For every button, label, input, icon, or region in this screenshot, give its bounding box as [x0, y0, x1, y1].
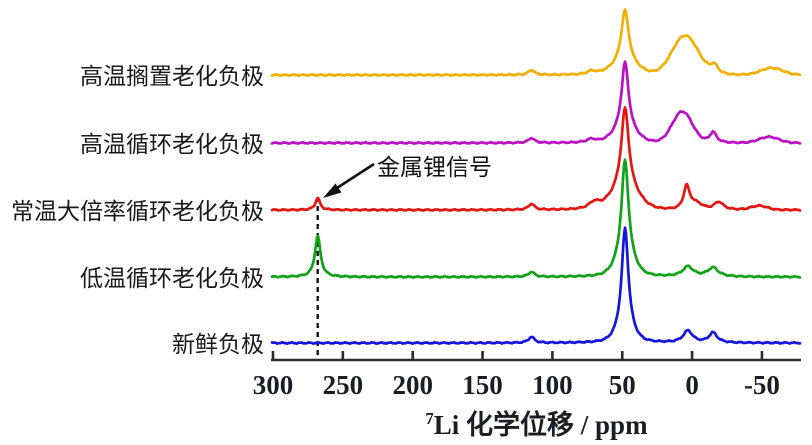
curve-label-0: 高温搁置老化负极: [80, 64, 264, 89]
curve-label-2: 常温大倍率循环老化负极: [11, 199, 264, 224]
spectrum-curve-2: [270, 106, 802, 212]
x-tick-label-300: 300: [252, 370, 294, 400]
curve-label-3: 低温循环老化负极: [80, 266, 264, 291]
curve-label-4: 新鲜负极: [172, 332, 264, 357]
x-tick-label-50: 50: [608, 370, 636, 400]
x-axis-title-text: Li 化学位移 / ppm: [433, 410, 648, 440]
spectra-curves: [270, 8, 802, 346]
x-tick-label-100: 100: [532, 370, 573, 400]
x-axis: [271, 351, 801, 362]
x-tick-label-200: 200: [392, 370, 433, 400]
curve-label-1: 高温循环老化负极: [80, 132, 264, 157]
x-tick-label-0: 0: [685, 370, 699, 400]
x-tick-label-150: 150: [462, 370, 503, 400]
x-axis-title: 7Li 化学位移 / ppm: [273, 403, 800, 442]
x-tick-label--50: -50: [743, 370, 780, 400]
spectrum-curve-3: [270, 158, 802, 279]
spectrum-curve-0: [270, 8, 802, 78]
spectrum-curve-4: [270, 226, 802, 346]
metallic-li-annotation: 金属锂信号: [377, 155, 492, 180]
x-tick-label-250: 250: [322, 370, 364, 400]
annotation-arrow: [323, 162, 375, 198]
spectrum-curve-1: [270, 60, 802, 146]
isotope-superscript: 7: [425, 409, 434, 428]
